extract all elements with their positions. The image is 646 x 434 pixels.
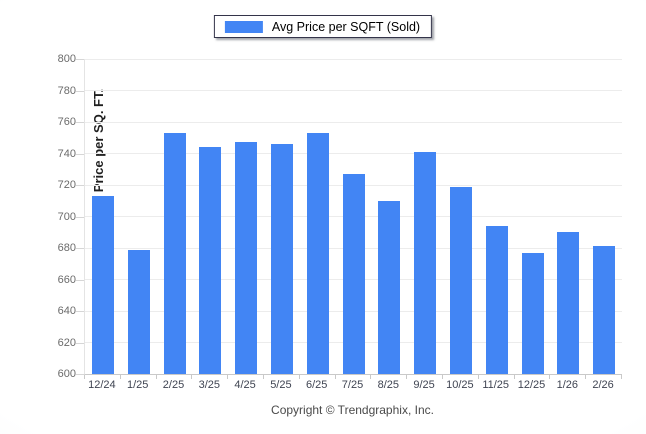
x-tick-mark [406,375,408,379]
bar[interactable] [449,186,472,374]
y-tick-mark [76,248,84,249]
y-tick-label: 660 [57,273,76,286]
y-tick-mark [76,342,84,344]
x-tick-label: 9/25 [413,379,435,391]
y-tick-label: 620 [57,336,76,349]
y-tick-label: 720 [57,179,76,191]
x-tick-mark [119,375,121,379]
legend[interactable]: Avg Price per SQFT (Sold) [213,15,433,38]
x-tick-mark [585,375,587,379]
y-tick-label: 640 [57,305,76,317]
x-tick-label: 5/25 [270,379,292,391]
x-tick-mark [227,375,229,379]
x-tick-mark [298,375,300,379]
x-tick-mark [549,375,551,379]
x-tick-mark [334,375,336,379]
x-tick-label: 1/26 [556,379,578,391]
x-tick-label: 4/25 [234,379,256,391]
x-tick-label: 6/25 [305,379,328,391]
x-tick-mark [621,375,622,379]
bar[interactable] [342,173,365,374]
y-tick-mark [76,153,84,155]
x-tick-mark [370,375,372,379]
legend-label: Avg Price per SQFT (Sold) [271,19,421,34]
y-tick-label: 600 [57,368,76,380]
bar[interactable] [127,249,150,374]
bar[interactable] [593,246,616,374]
x-tick-mark [442,375,443,379]
y-tick-label: 680 [57,242,76,254]
y-tick-mark [76,279,84,281]
bar[interactable] [306,133,329,374]
legend-swatch-icon [224,20,263,33]
y-tick-mark [76,311,84,312]
plot-area [84,58,622,375]
y-tick-mark [76,122,84,123]
bar[interactable] [557,232,580,374]
gridline [85,58,622,60]
y-tick-label: 800 [57,53,76,65]
gridline [85,90,622,91]
x-tick-label: 10/25 [446,379,474,391]
x-tick-label: 2/26 [592,379,614,391]
gridline [85,121,622,123]
y-tick-label: 700 [57,210,76,223]
x-tick-label: 2/25 [162,379,185,391]
y-tick-mark [76,216,84,218]
copyright-text: Copyright © Trendgraphix, Inc. [271,403,434,417]
x-tick-label: 1/25 [126,379,149,391]
y-tick-mark [76,90,84,92]
bar[interactable] [270,144,293,374]
x-tick-mark [513,375,515,379]
x-tick-label: 8/25 [377,379,399,391]
x-tick-label: 12/24 [88,379,116,391]
x-tick-label: 11/25 [482,379,510,391]
x-tick-mark [263,375,264,379]
gridline [85,153,622,154]
bar[interactable] [163,133,186,374]
bar[interactable] [235,142,258,374]
bar[interactable] [414,151,437,374]
x-tick-label: 12/25 [517,379,546,391]
bar[interactable] [521,252,544,374]
bar[interactable] [91,196,114,374]
bar[interactable] [485,225,508,374]
bar[interactable] [378,200,401,374]
x-tick-mark [155,375,157,379]
x-tick-mark [191,375,193,379]
bar[interactable] [199,147,222,374]
y-tick-mark [76,59,84,60]
x-tick-mark [477,375,479,379]
x-tick-label: 3/25 [198,379,220,391]
x-tick-mark [84,375,85,379]
y-tick-label: 740 [57,147,76,160]
y-tick-mark [76,185,84,186]
x-tick-label: 7/25 [341,379,364,391]
y-tick-label: 780 [57,84,76,97]
y-tick-mark [76,374,84,375]
y-tick-label: 760 [57,116,76,128]
